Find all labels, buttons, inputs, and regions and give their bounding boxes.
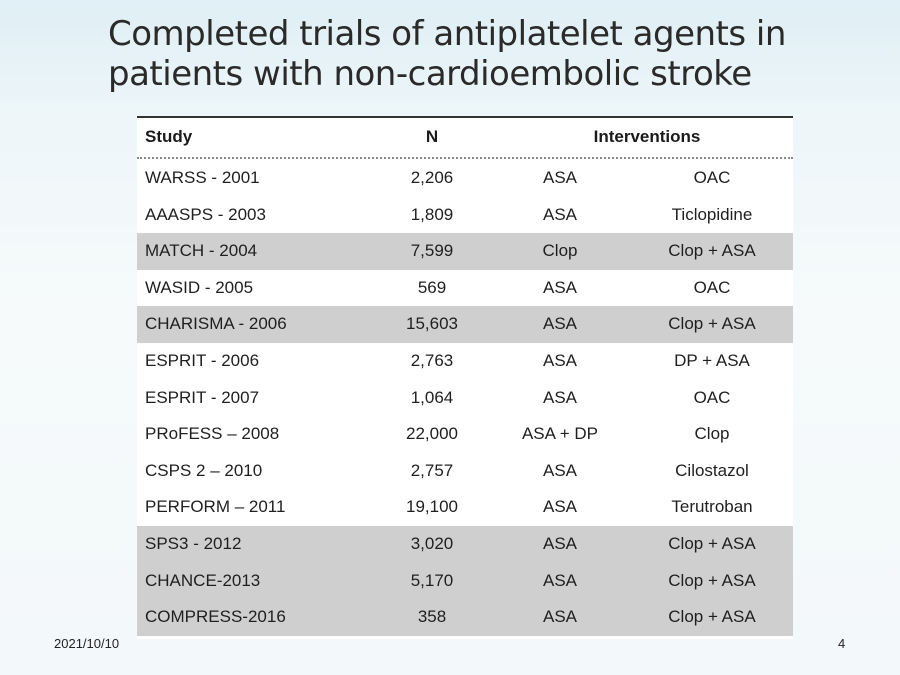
cell-n: 2,757 [410, 460, 454, 480]
cell-intervention-1: ASA [542, 460, 578, 480]
table-row: COMPRESS-2016 358 ASA Clop + ASA [137, 599, 793, 636]
cell-n: 7,599 [410, 241, 454, 261]
header-n: N [425, 127, 439, 146]
cell-study: ESPRIT - 2006 [145, 350, 260, 370]
cell-intervention-2: Clop + ASA [668, 314, 756, 334]
cell-n: 3,020 [410, 533, 454, 553]
cell-intervention-2: Terutroban [671, 497, 753, 517]
cell-n: 358 [417, 607, 447, 627]
cell-study: PRoFESS – 2008 [145, 424, 280, 444]
cell-intervention-1: ASA [542, 277, 578, 297]
cell-intervention-1: ASA [542, 168, 578, 187]
table-body: WARSS - 2001 2,206 ASA OAC AAASPS - 2003 1,80… [137, 160, 793, 636]
slide-title-line-1: Completed trials of antiplatelet agents … [108, 14, 786, 54]
cell-intervention-1: ASA [542, 570, 578, 590]
cell-n: 569 [417, 277, 447, 297]
trials-table: Study N Interventions WARSS - 2001 2,206 A… [137, 116, 793, 639]
header-study: Study [145, 127, 193, 146]
cell-intervention-1: ASA [542, 204, 578, 224]
cell-study: MATCH - 2004 [145, 241, 258, 261]
cell-n: 2,206 [410, 168, 454, 187]
cell-intervention-2: Clop + ASA [668, 533, 756, 553]
cell-intervention-2: Cilostazol [675, 460, 749, 480]
cell-study: WASID - 2005 [145, 277, 254, 297]
cell-study: CHANCE-2013 [145, 570, 261, 590]
cell-intervention-1: ASA [542, 497, 578, 517]
cell-intervention-1: ASA [542, 314, 578, 334]
cell-n: 2,763 [410, 350, 454, 370]
cell-study: PERFORM – 2011 [145, 497, 286, 517]
table-header-row: Study N Interventions [137, 119, 793, 157]
cell-intervention-2: OAC [693, 387, 731, 407]
cell-intervention-2: Clop [694, 424, 730, 444]
cell-n: 22,000 [406, 424, 458, 444]
cell-intervention-1: ASA [542, 350, 578, 370]
cell-intervention-2: Ticlopidine [671, 204, 753, 224]
cell-study: CSPS 2 – 2010 [145, 460, 263, 480]
table-row: ESPRIT - 2006 2,763 ASA DP + ASA [137, 343, 793, 380]
table-row: AAASPS - 2003 1,809 ASA Ticlopidine [137, 197, 793, 234]
cell-intervention-2: Clop + ASA [668, 241, 756, 261]
table-row: WARSS - 2001 2,206 ASA OAC [137, 160, 793, 197]
cell-n: 15,603 [406, 314, 458, 334]
table-row: CHANCE-2013 5,170 ASA Clop + ASA [137, 562, 793, 600]
cell-study: SPS3 - 2012 [145, 533, 242, 553]
cell-n: 19,100 [406, 497, 458, 517]
slide-title: Completed trials of antiplatelet agents … [108, 14, 868, 94]
cell-study: AAASPS - 2003 [145, 204, 266, 224]
cell-study: ESPRIT - 2007 [145, 387, 260, 407]
slide-date: 2021/10/10 [54, 636, 120, 651]
cell-intervention-1: ASA [542, 607, 578, 627]
cell-intervention-1: ASA + DP [521, 424, 599, 444]
cell-intervention-1: ASA [542, 387, 578, 407]
table-row: SPS3 - 2012 3,020 ASA Clop + ASA [137, 525, 793, 563]
cell-n: 1,809 [410, 204, 454, 224]
cell-intervention-1: Clop [542, 241, 578, 261]
cell-intervention-2: OAC [693, 277, 731, 297]
header-interventions: Interventions [593, 127, 701, 146]
table-row: CHARISMA - 2006 15,603 ASA Clop + ASA [137, 306, 793, 343]
cell-n: 5,170 [410, 570, 454, 590]
table-row: PRoFESS – 2008 22,000 ASA + DP Clop [137, 416, 793, 453]
table-row: WASID - 2005 569 ASA OAC [137, 270, 793, 307]
cell-study: WARSS - 2001 [145, 168, 260, 187]
cell-study: COMPRESS-2016 [145, 607, 286, 627]
cell-intervention-2: DP + ASA [674, 350, 750, 370]
slide-title-line-2: patients with non-cardioembolic stroke [108, 54, 752, 94]
cell-intervention-2: OAC [693, 168, 731, 187]
cell-intervention-1: ASA [542, 533, 578, 553]
table-row: CSPS 2 – 2010 2,757 ASA Cilostazol [137, 453, 793, 490]
cell-study: CHARISMA - 2006 [145, 314, 287, 334]
table-top-rule [137, 116, 793, 118]
cell-intervention-2: Clop + ASA [668, 570, 756, 590]
table-row: ESPRIT - 2007 1,064 ASA OAC [137, 380, 793, 417]
slide-page-number: 4 [838, 636, 846, 651]
cell-intervention-2: Clop + ASA [668, 607, 756, 627]
table-row: MATCH - 2004 7,599 Clop Clop + ASA [137, 233, 793, 270]
header-divider [137, 157, 793, 159]
cell-n: 1,064 [410, 387, 454, 407]
table-row: PERFORM – 2011 19,100 ASA Terutroban [137, 489, 793, 526]
